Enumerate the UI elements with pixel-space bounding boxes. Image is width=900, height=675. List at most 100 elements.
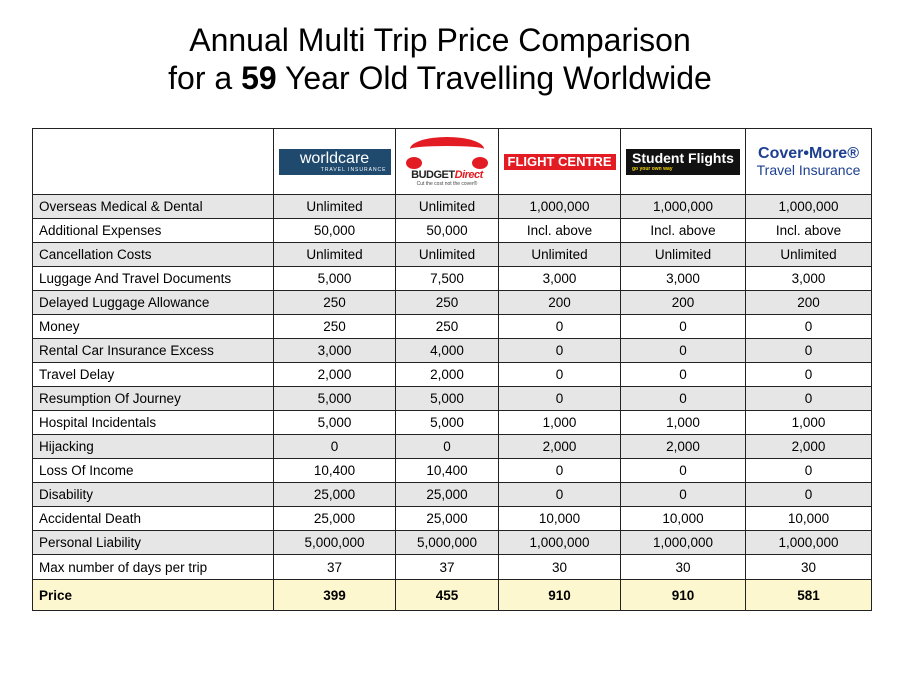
page-title-line1: Annual Multi Trip Price Comparison bbox=[189, 22, 691, 58]
table-cell: 10,400 bbox=[395, 458, 499, 483]
row-label: Rental Car Insurance Excess bbox=[32, 338, 274, 363]
table-cell: 10,000 bbox=[620, 506, 746, 531]
table-row: Money 250 250 0 0 0 bbox=[32, 314, 872, 339]
table-cell: 1,000 bbox=[620, 410, 746, 435]
table-cell: 25,000 bbox=[395, 482, 499, 507]
page-title-line2: for a 59 Year Old Travelling Worldwide bbox=[0, 59, 880, 97]
table-cell: 0 bbox=[745, 314, 872, 339]
table-row: Hospital Incidentals 5,000 5,000 1,000 1,000… bbox=[32, 410, 872, 435]
row-label: Personal Liability bbox=[32, 530, 274, 555]
table-cell: 250 bbox=[395, 290, 499, 315]
logo-tagline: TRAVEL INSURANCE bbox=[320, 166, 387, 173]
table-row: Luggage And Travel Documents 5,000 7,500 3,… bbox=[32, 266, 872, 291]
table-cell: Unlimited bbox=[273, 242, 396, 267]
table-cell: 0 bbox=[620, 338, 746, 363]
table-cell: 5,000,000 bbox=[273, 530, 396, 555]
table-cell: 25,000 bbox=[273, 506, 396, 531]
table-row: Delayed Luggage Allowance 250 250 200 200 200 bbox=[32, 290, 872, 315]
table-cell: 910 bbox=[498, 579, 621, 611]
table-cell: 200 bbox=[745, 290, 872, 315]
table-cell: 0 bbox=[745, 482, 872, 507]
table-cell: 1,000,000 bbox=[620, 530, 746, 555]
table-cell: 0 bbox=[620, 386, 746, 411]
table-cell: 910 bbox=[620, 579, 746, 611]
table-cell: Incl. above bbox=[498, 218, 621, 243]
table-cell: 0 bbox=[620, 458, 746, 483]
table-cell: 399 bbox=[273, 579, 396, 611]
table-row: Cancellation Costs Unlimited Unlimited Unli… bbox=[32, 242, 872, 267]
table-row: Hijacking 0 0 2,000 2,000 2,000 bbox=[32, 434, 872, 459]
table-cell: 50,000 bbox=[273, 218, 396, 243]
table-cell: 2,000 bbox=[273, 362, 396, 387]
row-label: Max number of days per trip bbox=[32, 554, 274, 580]
table-cell: 5,000 bbox=[395, 410, 499, 435]
table-cell: 0 bbox=[498, 458, 621, 483]
table-cell: 250 bbox=[395, 314, 499, 339]
table-cell: 1,000,000 bbox=[745, 194, 872, 219]
row-label: Overseas Medical & Dental bbox=[32, 194, 274, 219]
table-row: Resumption Of Journey 5,000 5,000 0 0 0 bbox=[32, 386, 872, 411]
logo-student-flights: Student Flights go your own way bbox=[620, 128, 746, 195]
row-label: Delayed Luggage Allowance bbox=[32, 290, 274, 315]
table-row: Travel Delay 2,000 2,000 0 0 0 bbox=[32, 362, 872, 387]
table-cell: Unlimited bbox=[620, 242, 746, 267]
table-cell: 30 bbox=[745, 554, 872, 580]
row-label: Accidental Death bbox=[32, 506, 274, 531]
logo-text: BUDGET bbox=[411, 168, 455, 181]
table-cell: 250 bbox=[273, 290, 396, 315]
row-label: Additional Expenses bbox=[32, 218, 274, 243]
table-cell: 1,000,000 bbox=[498, 194, 621, 219]
table-cell: 0 bbox=[745, 386, 872, 411]
table-cell: 1,000,000 bbox=[620, 194, 746, 219]
comparison-table: worldcare TRAVEL INSURANCE BUDGETDirect Cu… bbox=[32, 128, 872, 611]
header-row: worldcare TRAVEL INSURANCE BUDGETDirect Cu… bbox=[32, 128, 872, 195]
table-cell: 0 bbox=[498, 314, 621, 339]
logo-text: Student Flights bbox=[632, 150, 734, 166]
table-cell: 25,000 bbox=[395, 506, 499, 531]
table-cell: 10,000 bbox=[498, 506, 621, 531]
table-cell: 3,000 bbox=[498, 266, 621, 291]
table-row: Max number of days per trip 37 37 30 30 30 bbox=[32, 554, 872, 580]
table-cell: 0 bbox=[745, 458, 872, 483]
table-cell: 37 bbox=[395, 554, 499, 580]
table-cell: 50,000 bbox=[395, 218, 499, 243]
table-cell: 5,000,000 bbox=[395, 530, 499, 555]
table-cell: 0 bbox=[498, 338, 621, 363]
logo-worldcare: worldcare TRAVEL INSURANCE bbox=[273, 128, 396, 195]
table-cell: 10,000 bbox=[745, 506, 872, 531]
logo-flight-centre: FLIGHT CENTRE bbox=[498, 128, 621, 195]
table-cell: 25,000 bbox=[273, 482, 396, 507]
logo-tagline: Travel Insurance bbox=[756, 161, 861, 178]
table-cell: 37 bbox=[273, 554, 396, 580]
table-row: Disability 25,000 25,000 0 0 0 bbox=[32, 482, 872, 507]
table-cell: 250 bbox=[273, 314, 396, 339]
row-label: Cancellation Costs bbox=[32, 242, 274, 267]
table-cell: 7,500 bbox=[395, 266, 499, 291]
row-label: Price bbox=[32, 579, 274, 611]
logo-text: worldcare bbox=[299, 149, 370, 167]
table-row: Personal Liability 5,000,000 5,000,000 1,00… bbox=[32, 530, 872, 555]
empty-header-cell bbox=[32, 128, 274, 195]
table-cell: Unlimited bbox=[745, 242, 872, 267]
table-cell: Incl. above bbox=[745, 218, 872, 243]
table-row: Rental Car Insurance Excess 3,000 4,000 0 0 0 bbox=[32, 338, 872, 363]
row-label: Hospital Incidentals bbox=[32, 410, 274, 435]
table-cell: Incl. above bbox=[620, 218, 746, 243]
table-cell: 1,000 bbox=[745, 410, 872, 435]
logo-budget-direct: BUDGETDirect Cut the cost not the cover® bbox=[395, 128, 499, 195]
table-cell: 10,400 bbox=[273, 458, 396, 483]
table-cell: Unlimited bbox=[395, 194, 499, 219]
row-label: Loss Of Income bbox=[32, 458, 274, 483]
row-label: Money bbox=[32, 314, 274, 339]
table-cell: 5,000 bbox=[273, 386, 396, 411]
table-cell: 0 bbox=[745, 362, 872, 387]
logo-tagline: go your own way bbox=[632, 166, 673, 172]
row-label: Travel Delay bbox=[32, 362, 274, 387]
table-cell: 30 bbox=[620, 554, 746, 580]
title-prefix: for a bbox=[168, 60, 242, 96]
table-cell: 5,000 bbox=[273, 410, 396, 435]
table-cell: Unlimited bbox=[395, 242, 499, 267]
table-cell: 0 bbox=[498, 362, 621, 387]
row-label: Hijacking bbox=[32, 434, 274, 459]
table-row: Overseas Medical & Dental Unlimited Unlimi… bbox=[32, 194, 872, 219]
